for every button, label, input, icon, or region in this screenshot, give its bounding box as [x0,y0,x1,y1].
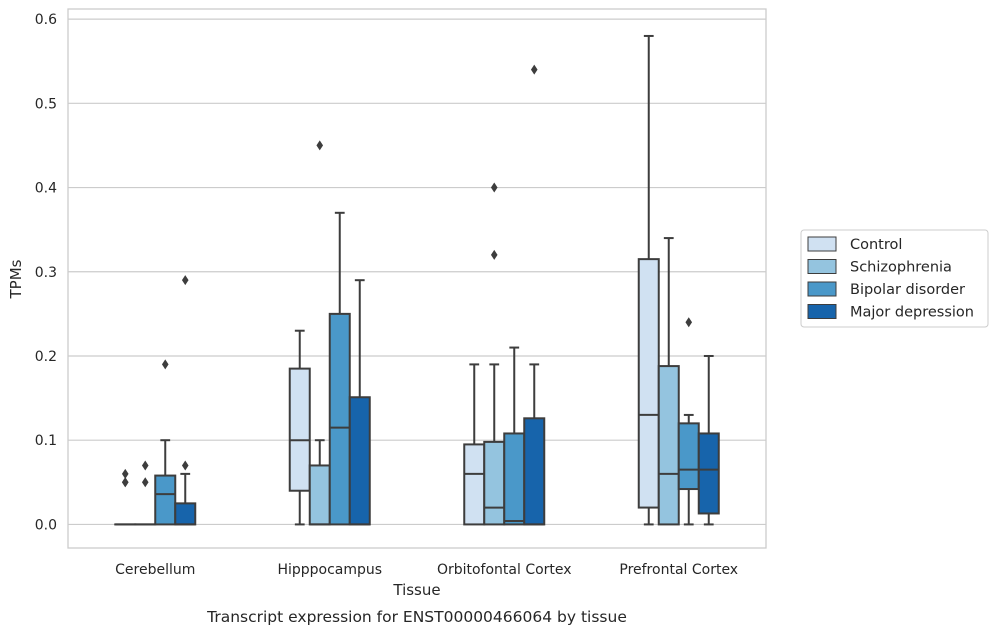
iqr-box [328,312,351,526]
iqr-box [523,417,546,526]
y-tick-label: 0.4 [35,181,57,197]
chart-caption: Transcript expression for ENST0000046606… [206,608,627,626]
outlier-point [490,249,498,260]
x-tick-label: Prefrontal Cortex [619,562,738,578]
legend-swatch [807,236,837,252]
legend: Control Schizophrenia Bipolar disorder Majo… [800,229,989,328]
iqr-box [288,367,311,492]
box-major-depression [348,279,371,526]
legend-label: Bipolar disorder [850,282,965,298]
legend-label: Schizophrenia [850,260,952,276]
box-major-depression [523,64,546,526]
box-control [114,468,137,526]
box-control [288,329,311,526]
x-axis-label: Tissue [392,581,440,599]
box-schizophrenia [657,237,680,526]
grid-lines [68,18,766,526]
x-tick-label: Orbitofontal Cortex [437,562,572,578]
box-plots [114,34,720,526]
box-control [463,363,486,526]
legend-swatch [807,281,837,297]
box-major-depression [174,275,197,526]
outlier-point [181,460,189,471]
box-bipolar-disorder [154,359,177,526]
y-axis-label: TPMs [7,259,25,299]
y-tick-label: 0.5 [35,96,57,112]
outlier-point [141,477,149,488]
x-tick-label: Cerebellum [115,562,195,578]
box-schizophrenia [134,460,157,526]
legend-swatch [807,259,837,274]
outlier-point [685,317,693,328]
box-bipolar-disorder [328,211,351,526]
box-schizophrenia [308,140,331,526]
outlier-point [316,140,324,151]
box-control [637,34,660,526]
box-schizophrenia [483,182,506,526]
iqr-box [348,396,371,526]
x-tick-label: Hipppocampus [277,562,382,578]
outlier-point [121,468,129,479]
outlier-point [141,460,149,471]
legend-label: Major depression [850,305,974,321]
iqr-box [697,432,720,515]
box-bipolar-disorder [503,346,526,526]
y-tick-label: 0.0 [35,517,57,533]
outlier-point [490,182,498,193]
outlier-point [161,359,169,370]
y-tick-label: 0.3 [35,265,57,281]
iqr-box [677,422,700,491]
x-tick-labels: Cerebellum Hipppocampus Orbitofontal Corte… [115,562,738,578]
outlier-point [121,477,129,488]
iqr-box [503,432,526,526]
box-major-depression [697,354,720,526]
legend-label: Control [850,237,902,253]
y-tick-label: 0.1 [35,433,57,449]
legend-frame [800,229,989,328]
legend-swatch [807,304,837,319]
plot-frame [67,8,767,549]
outlier-point [181,275,189,286]
iqr-box [308,464,331,526]
y-tick-labels: 0.0 0.1 0.2 0.3 0.4 0.5 0.6 [35,12,57,533]
iqr-box [463,443,486,526]
y-tick-label: 0.6 [35,12,57,28]
iqr-box [483,440,506,526]
iqr-box [174,502,197,526]
y-tick-label: 0.2 [35,349,57,365]
iqr-box [657,365,680,526]
outlier-point [530,64,538,75]
box-bipolar-disorder [677,317,700,526]
iqr-box [637,258,660,509]
iqr-box [154,474,177,526]
